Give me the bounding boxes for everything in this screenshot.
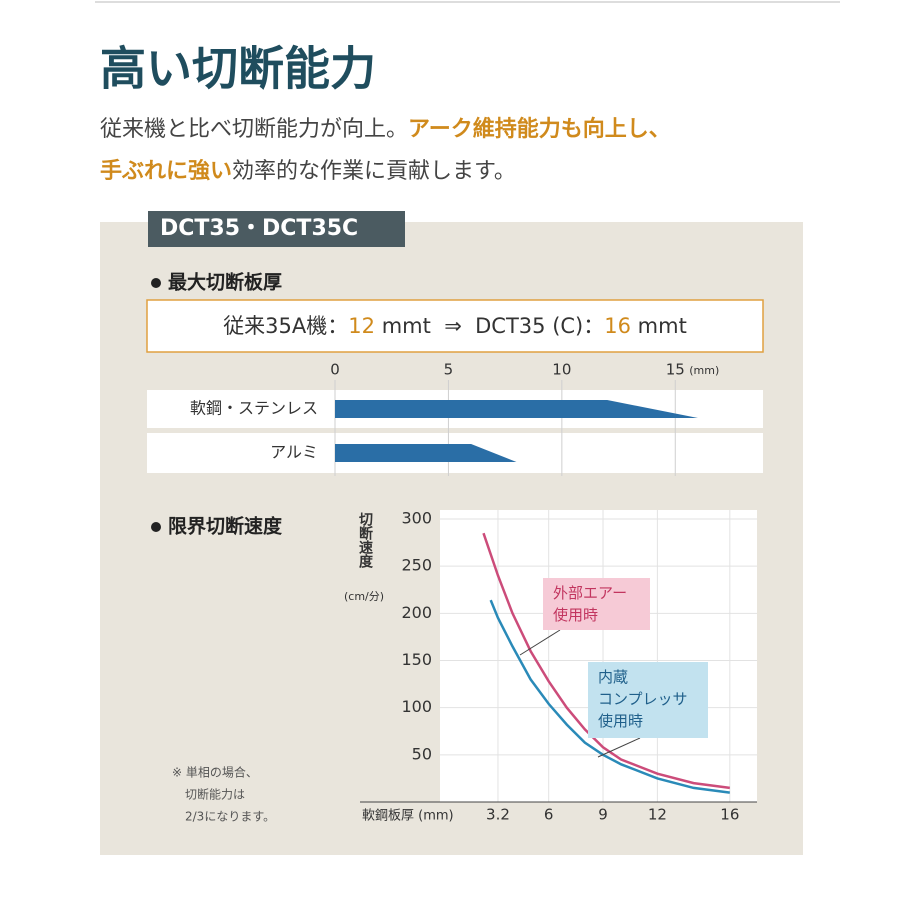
bar — [335, 444, 517, 462]
section-title: 限界切断速度 — [168, 515, 283, 538]
x-axis-label: 軟鋼板厚 (mm) — [362, 808, 454, 824]
section-title: 最大切断板厚 — [168, 271, 282, 294]
spec-text-part: mmt ⇒ DCT35 (C)： — [375, 314, 604, 338]
y-tick-label: 300 — [401, 509, 432, 528]
bullet — [151, 278, 161, 288]
category-label: アルミ — [270, 443, 318, 462]
spec-text-part: 従来35A機： — [223, 314, 348, 338]
lead-line: 手ぶれに強い効率的な作業に貢献します。 — [100, 158, 516, 184]
x-tick-label: 12 — [648, 806, 667, 824]
y-tick-label: 250 — [401, 556, 432, 575]
callout-leader — [597, 737, 641, 758]
bullet — [151, 522, 161, 532]
legend-label: 外部エアー使用時 — [553, 584, 627, 624]
lead-text: 従来機と比べ切断能力が向上。 — [100, 117, 408, 142]
lead-line: 従来機と比べ切断能力が向上。アーク維持能力も向上し、 — [100, 116, 671, 142]
x-tick-label: 5 — [444, 361, 454, 379]
lead-highlight: アーク維持能力も向上し、 — [408, 116, 671, 142]
x-tick-label: 15 — [666, 361, 685, 379]
y-tick-label: 50 — [412, 744, 432, 763]
y-tick-label: 100 — [401, 697, 432, 716]
x-unit: (mm) — [689, 364, 719, 377]
x-tick-label: 16 — [720, 806, 739, 824]
lead-text: 効率的な作業に貢献します。 — [232, 159, 516, 184]
callout-leader — [519, 629, 561, 656]
series-line — [489, 599, 730, 794]
legend-label: 内蔵コンプレッサ使用時 — [598, 668, 688, 730]
note: 2/3になります。 — [185, 810, 275, 824]
callout-box — [543, 578, 650, 630]
y-tick-label: 150 — [401, 650, 432, 669]
category-label: 軟鋼・ステンレス — [190, 399, 318, 418]
x-tick-label: 10 — [552, 361, 571, 379]
spec-number: 12 — [348, 314, 375, 338]
spec-text: 従来35A機：12 mmt ⇒ DCT35 (C)：16 mmt — [223, 314, 687, 338]
y-axis-label: 切断速度 — [357, 512, 373, 569]
model: DCT35・DCT35C — [160, 216, 358, 241]
spec-box — [146, 299, 764, 353]
note: ※ 単相の場合、 — [172, 765, 258, 780]
x-tick-label: 3.2 — [486, 806, 510, 824]
spec-number: 16 — [604, 314, 631, 338]
y-axis-unit: (cm/分) — [344, 590, 384, 603]
y-tick-label: 200 — [401, 603, 432, 622]
lead-highlight: 手ぶれに強い — [100, 158, 232, 184]
model-tag — [148, 211, 405, 247]
series-line — [482, 532, 730, 790]
x-tick-label: 9 — [598, 806, 608, 824]
x-tick-label: 6 — [544, 806, 554, 824]
callout-box — [588, 662, 708, 738]
bar — [335, 400, 698, 418]
spec-text-part: mmt — [631, 314, 687, 338]
x-tick-label: 0 — [330, 361, 340, 379]
note: 切断能力は — [185, 787, 245, 802]
plot-area — [440, 510, 757, 802]
title: 高い切断能力 — [100, 42, 376, 96]
